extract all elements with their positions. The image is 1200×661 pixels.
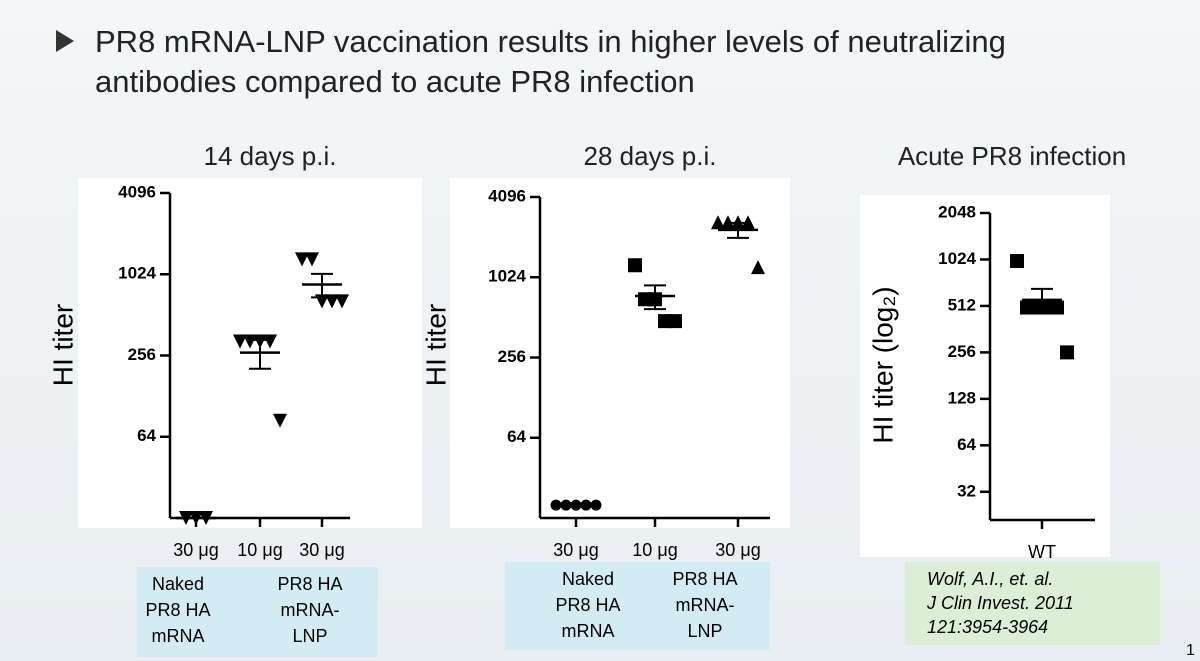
data-point xyxy=(668,314,682,329)
data-point xyxy=(628,258,642,273)
chart-title: 14 days p.i. xyxy=(204,141,337,171)
data-point xyxy=(243,334,257,349)
x-tick-label: 30 μg xyxy=(173,540,218,560)
group-label: Naked xyxy=(562,569,614,589)
y-tick-label: 256 xyxy=(128,345,156,364)
group-label: mRNA- xyxy=(281,600,340,620)
group-label: mRNA- xyxy=(676,595,735,615)
data-point xyxy=(711,215,725,230)
x-tick-label: 30 μg xyxy=(299,540,344,560)
citation: Wolf, A.I., et. al. xyxy=(927,569,1053,589)
label-box xyxy=(905,562,1160,645)
x-tick-label: WT xyxy=(1028,542,1056,562)
group-label: LNP xyxy=(687,621,722,641)
y-tick-label: 2048 xyxy=(938,202,976,221)
error-bar xyxy=(1031,287,1053,315)
y-tick-label: 32 xyxy=(957,481,976,500)
error-bar xyxy=(644,284,666,311)
group-label: Naked xyxy=(152,574,204,594)
data-point xyxy=(1050,300,1064,315)
data-point xyxy=(263,334,277,349)
data-point xyxy=(295,252,309,267)
y-tick-label: 1024 xyxy=(488,267,526,286)
group-label: PR8 HA xyxy=(277,574,342,594)
label-box xyxy=(137,567,378,657)
group-label: mRNA xyxy=(152,626,205,646)
group-label: LNP xyxy=(292,626,327,646)
group-label: mRNA xyxy=(562,621,615,641)
label-box xyxy=(505,562,770,650)
x-tick-label: 30 μg xyxy=(553,540,598,560)
error-bar xyxy=(311,272,333,299)
y-tick-label: 1024 xyxy=(118,264,156,283)
error-bar xyxy=(727,221,749,239)
title-bullet xyxy=(56,30,74,52)
data-point xyxy=(335,294,349,309)
y-tick-label: 64 xyxy=(957,435,976,454)
y-axis-label: HI titer (log₂) xyxy=(867,286,898,443)
chart-title: 28 days p.i. xyxy=(584,141,717,171)
data-point xyxy=(751,260,765,275)
citation: J Clin Invest. 2011 xyxy=(926,593,1074,613)
chart-title: Acute PR8 infection xyxy=(898,141,1126,171)
slide-title-line: PR8 mRNA-LNP vaccination results in high… xyxy=(95,24,1006,59)
x-tick-label: 30 μg xyxy=(715,540,760,560)
slide-number: 1 xyxy=(1186,642,1195,659)
y-tick-label: 256 xyxy=(498,347,526,366)
y-tick-label: 64 xyxy=(507,427,526,446)
x-tick-label: 10 μg xyxy=(632,540,677,560)
data-point xyxy=(273,413,287,428)
x-tick-label: 10 μg xyxy=(237,540,282,560)
y-tick-label: 4096 xyxy=(488,186,526,205)
y-axis-label: HI titer xyxy=(47,304,78,386)
error-bar xyxy=(249,338,271,370)
slide-title-line: antibodies compared to acute PR8 infecti… xyxy=(95,64,695,99)
y-tick-label: 1024 xyxy=(938,249,976,268)
group-label: PR8 HA xyxy=(672,569,737,589)
plot-background xyxy=(450,178,790,528)
y-tick-label: 64 xyxy=(137,426,156,445)
citation: 121:3954-3964 xyxy=(927,617,1048,637)
data-point xyxy=(1010,254,1024,269)
y-tick-label: 256 xyxy=(948,342,976,361)
y-tick-label: 128 xyxy=(948,388,976,407)
group-label: PR8 HA xyxy=(555,595,620,615)
group-label: PR8 HA xyxy=(145,600,210,620)
data-point xyxy=(1060,345,1074,360)
data-point xyxy=(233,334,247,349)
data-point xyxy=(305,252,319,267)
plot-background xyxy=(860,195,1110,557)
y-axis-label: HI titer xyxy=(420,304,451,386)
y-tick-label: 4096 xyxy=(118,182,156,201)
y-tick-label: 512 xyxy=(948,295,976,314)
